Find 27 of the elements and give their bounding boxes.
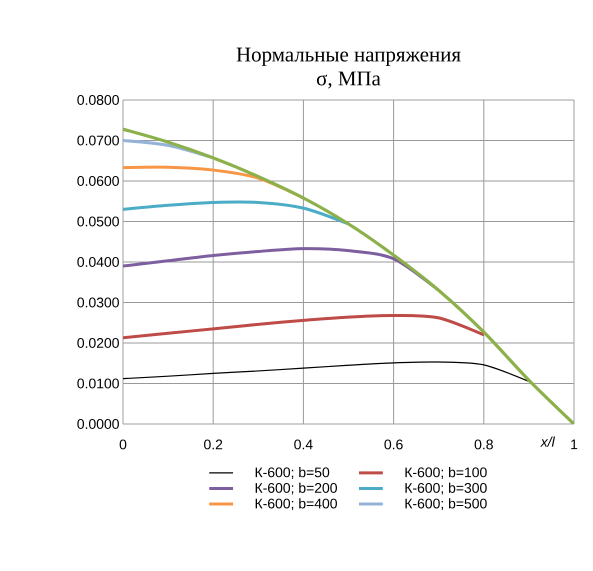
line-series (123, 314, 486, 340)
y-tick-label: 0.0100 (77, 378, 119, 388)
y-tick-label: 0.0200 (77, 338, 119, 348)
legend-label: К-600; b=400 (256, 498, 337, 510)
y-tick-label: 0.0000 (77, 419, 119, 429)
x-axis-title: x/l (540, 436, 556, 447)
y-tick-label: 0.0400 (77, 257, 119, 267)
y-tick-label: 0.0700 (77, 136, 119, 146)
line-series (123, 128, 574, 424)
x-tick-label: 0.8 (474, 440, 493, 450)
legend-label: К-600; b=300 (405, 482, 487, 495)
y-tick-label: 0.0300 (77, 298, 119, 308)
y-tick-label: 0.0500 (77, 216, 119, 226)
legend-label: К-600; b=200 (256, 482, 337, 495)
chart-title: Нормальные напряжения (236, 48, 461, 66)
x-tick-label: 0.6 (384, 440, 403, 450)
legend-label: К-600; b=100 (405, 467, 487, 479)
x-tick-label: 1 (571, 440, 578, 450)
legend-label: К-600; b=50 (256, 467, 330, 479)
y-tick-label: 0.0800 (77, 95, 119, 105)
x-tick-label: 0.2 (204, 440, 222, 450)
x-tick-label: 0 (120, 440, 126, 450)
legend-label: К-600; b=500 (405, 498, 487, 510)
line-series (123, 361, 530, 382)
y-tick-label: 0.0600 (77, 176, 119, 186)
x-tick-label: 0.4 (294, 440, 313, 450)
chart-subtitle: σ, МПа (316, 72, 381, 89)
